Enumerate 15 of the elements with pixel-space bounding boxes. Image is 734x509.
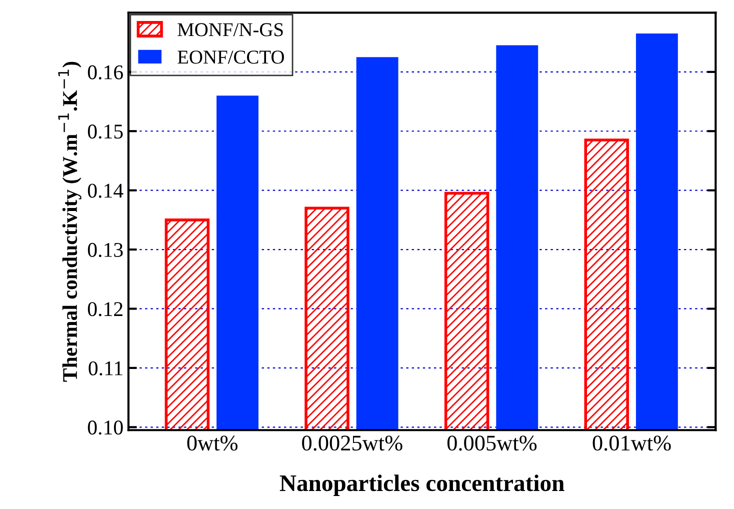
y-axis-title: Thermal conductivity (W.m$^{−1}$.K$^{−1}$) bbox=[58, 62, 82, 382]
y-tick-label: 0.12 bbox=[88, 302, 122, 316]
y-tick-label: 0.16 bbox=[88, 65, 123, 80]
x-tick-label: 0.01wt% bbox=[592, 436, 671, 451]
y-tick-label: 0.13 bbox=[88, 242, 123, 258]
y-tick-label: 0.14 bbox=[88, 184, 124, 198]
legend-label: MONF/N-GS bbox=[178, 23, 283, 36]
x-axis-title: Nanoparticles concentration bbox=[280, 474, 564, 496]
legend-label: EONF/CCTO bbox=[178, 50, 284, 64]
x-tick-label: 0wt% bbox=[187, 436, 238, 451]
y-tick-label: 0.10 bbox=[88, 420, 123, 435]
x-tick-label: 0.0025wt% bbox=[302, 436, 402, 451]
y-tick-label: 0.11 bbox=[88, 361, 122, 376]
x-tick-label: 0.005wt% bbox=[447, 436, 537, 451]
y-tick-label: 0.15 bbox=[88, 124, 123, 139]
